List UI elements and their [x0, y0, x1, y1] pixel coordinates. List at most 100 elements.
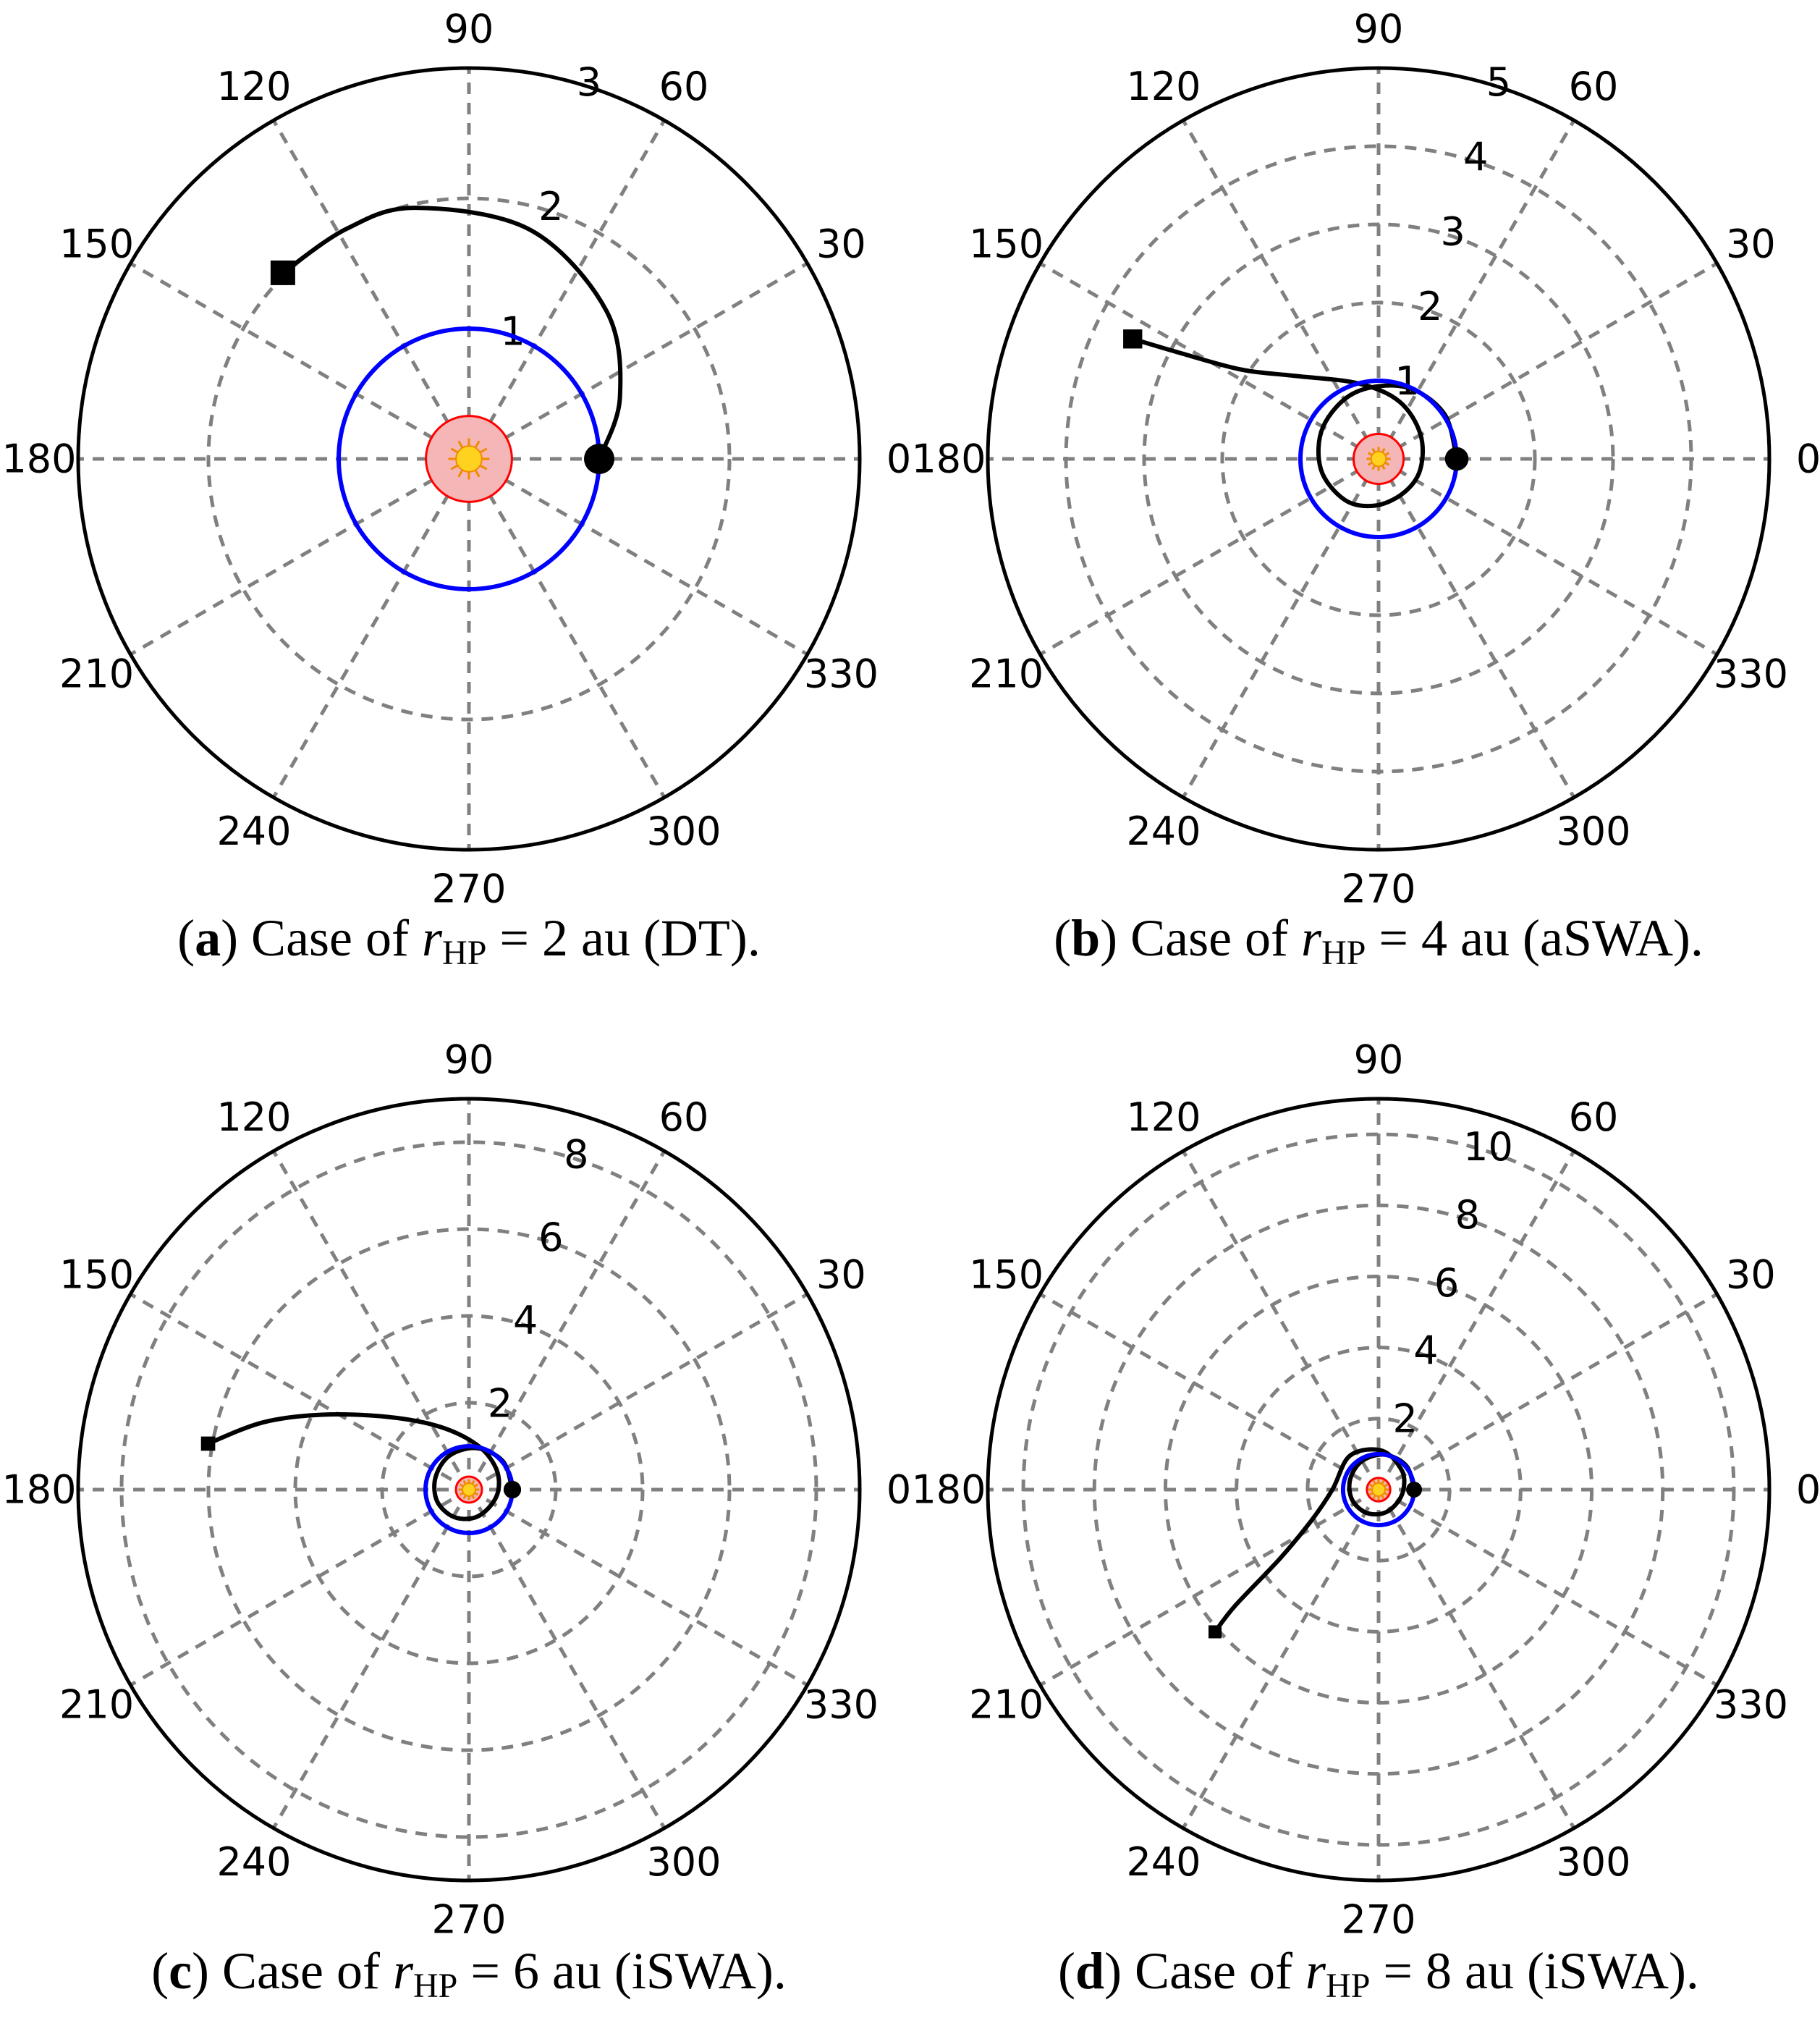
- radius-gridline: [1021, 1132, 1736, 1847]
- angle-tick-label: 330: [1714, 1682, 1788, 1728]
- angle-tick-label: 30: [816, 221, 866, 267]
- polar-panel-b: 030609012015018021024027030033012345(b) …: [911, 7, 1820, 973]
- radius-gridline: [1305, 1417, 1452, 1563]
- panel-caption: (a) Case of rHP = 2 au (DT).: [177, 909, 761, 972]
- angle-tick-label: 60: [1569, 64, 1619, 109]
- trajectory-line: [207, 1412, 515, 1521]
- polar-outer-boundary: [986, 66, 1772, 852]
- caption-variable: r: [422, 909, 443, 967]
- angle-tick-label: 30: [816, 1252, 866, 1298]
- sun-disc: [1371, 1482, 1386, 1497]
- radius-gridline: [380, 1401, 558, 1579]
- angle-gridline: [467, 261, 808, 461]
- angle-tick-label: 210: [969, 651, 1044, 697]
- caption-text: ) Case of: [1100, 909, 1301, 967]
- radius-tick-label: 8: [564, 1131, 588, 1177]
- caption-text: ) Case of: [192, 1942, 393, 2000]
- caption-paren: (: [151, 1942, 169, 2000]
- angle-gridline: [271, 119, 471, 460]
- angle-tick-label: 330: [804, 1682, 879, 1728]
- radius-tick-label: 2: [488, 1381, 512, 1427]
- angle-gridline: [1376, 1150, 1576, 1491]
- radius-tick-label: 8: [1455, 1192, 1480, 1238]
- start-marker: [1406, 1482, 1423, 1498]
- panel-caption: (d) Case of rHP = 8 au (iSWA).: [1058, 1942, 1699, 2005]
- radius-tick-label: 2: [538, 184, 563, 229]
- sun-disc: [1370, 450, 1387, 468]
- angle-tick-label: 120: [1126, 64, 1201, 109]
- angle-gridline: [1376, 119, 1576, 460]
- start-marker: [1444, 447, 1469, 471]
- caption-subscript: HP: [413, 1967, 457, 2005]
- sun-disc: [455, 445, 483, 473]
- angle-gridline: [467, 457, 808, 657]
- radius-gridline: [206, 196, 732, 722]
- radius-gridline: [293, 1314, 645, 1666]
- panel-caption: (c) Case of rHP = 6 au (iSWA).: [151, 1942, 787, 2005]
- angle-gridline: [1376, 457, 1576, 798]
- caption-text: = 4 au (aSWA).: [1366, 909, 1703, 967]
- angle-tick-label: 240: [1126, 809, 1201, 854]
- angle-tick-label: 90: [444, 1037, 494, 1083]
- sun-icon: [1366, 447, 1391, 471]
- angle-tick-label: 0: [1796, 436, 1820, 482]
- angle-gridline: [1039, 1487, 1380, 1687]
- sun-icon: [1368, 1479, 1389, 1500]
- angle-tick-label: 330: [1714, 651, 1788, 697]
- angle-tick-label: 300: [1556, 1839, 1630, 1885]
- trajectory-line: [282, 206, 623, 460]
- end-marker: [270, 260, 295, 285]
- radius-gridline: [1163, 1274, 1594, 1705]
- caption-text: = 2 au (DT).: [486, 909, 761, 967]
- radius-tick-label: 4: [1413, 1328, 1438, 1374]
- radius-gridline: [1092, 1203, 1665, 1776]
- angle-gridline: [130, 457, 470, 657]
- trajectory-line: [1213, 1447, 1417, 1634]
- end-marker: [200, 1436, 216, 1451]
- caption-paren: (: [177, 909, 195, 967]
- angle-tick-label: 270: [1341, 1897, 1415, 1943]
- caption-label: a: [195, 909, 221, 967]
- radius-tick-label: 4: [513, 1298, 538, 1343]
- angle-tick-label: 300: [646, 1839, 721, 1885]
- radius-tick-label: 6: [1434, 1260, 1459, 1306]
- polar-outer-boundary: [76, 66, 862, 852]
- angle-gridline: [271, 457, 471, 798]
- caption-label: b: [1071, 909, 1100, 967]
- angle-gridline: [1039, 1292, 1380, 1492]
- radius-tick-label: 6: [538, 1215, 563, 1260]
- sun-icon: [448, 438, 490, 480]
- angle-tick-label: 240: [216, 1839, 291, 1885]
- caption-subscript: HP: [1321, 934, 1366, 972]
- caption-subscript: HP: [442, 934, 486, 972]
- angle-gridline: [1039, 457, 1380, 657]
- angle-gridline: [271, 1150, 471, 1491]
- polar-outer-boundary: [986, 1097, 1772, 1883]
- radius-tick-label: 10: [1463, 1124, 1513, 1170]
- sun-icon: [458, 1479, 480, 1500]
- radius-tick-label: 3: [577, 59, 601, 105]
- polar-outer-boundary: [76, 1097, 862, 1883]
- angle-tick-label: 150: [59, 221, 134, 267]
- radius-gridline: [1142, 222, 1615, 696]
- angle-tick-label: 180: [1, 1467, 76, 1513]
- angle-gridline: [1377, 261, 1718, 461]
- angle-gridline: [1181, 457, 1381, 798]
- radius-gridline: [206, 1227, 732, 1752]
- angle-tick-label: 60: [659, 64, 709, 109]
- angle-tick-label: 330: [804, 651, 879, 697]
- caption-text: ) Case of: [221, 909, 422, 967]
- angle-gridline: [467, 1488, 666, 1829]
- trajectory-line: [1132, 337, 1459, 509]
- angle-gridline: [1181, 119, 1381, 460]
- caption-paren: (: [1054, 909, 1071, 967]
- radius-tick-label: 3: [1441, 209, 1465, 255]
- radius-tick-label: 5: [1486, 59, 1511, 105]
- angle-tick-label: 180: [911, 1467, 986, 1513]
- angle-tick-label: 270: [1341, 866, 1415, 912]
- caption-variable: r: [393, 1942, 414, 2000]
- caption-variable: r: [1305, 1942, 1326, 2000]
- angle-tick-label: 270: [431, 1897, 506, 1943]
- angle-tick-label: 30: [1726, 1252, 1776, 1298]
